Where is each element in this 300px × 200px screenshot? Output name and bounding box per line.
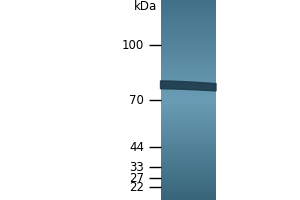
Polygon shape xyxy=(160,81,216,91)
Text: 27: 27 xyxy=(129,172,144,185)
Text: 33: 33 xyxy=(129,161,144,174)
Text: 70: 70 xyxy=(129,94,144,106)
Text: 100: 100 xyxy=(122,39,144,52)
Text: 44: 44 xyxy=(129,141,144,154)
Text: 22: 22 xyxy=(129,181,144,194)
Text: kDa: kDa xyxy=(134,0,158,13)
